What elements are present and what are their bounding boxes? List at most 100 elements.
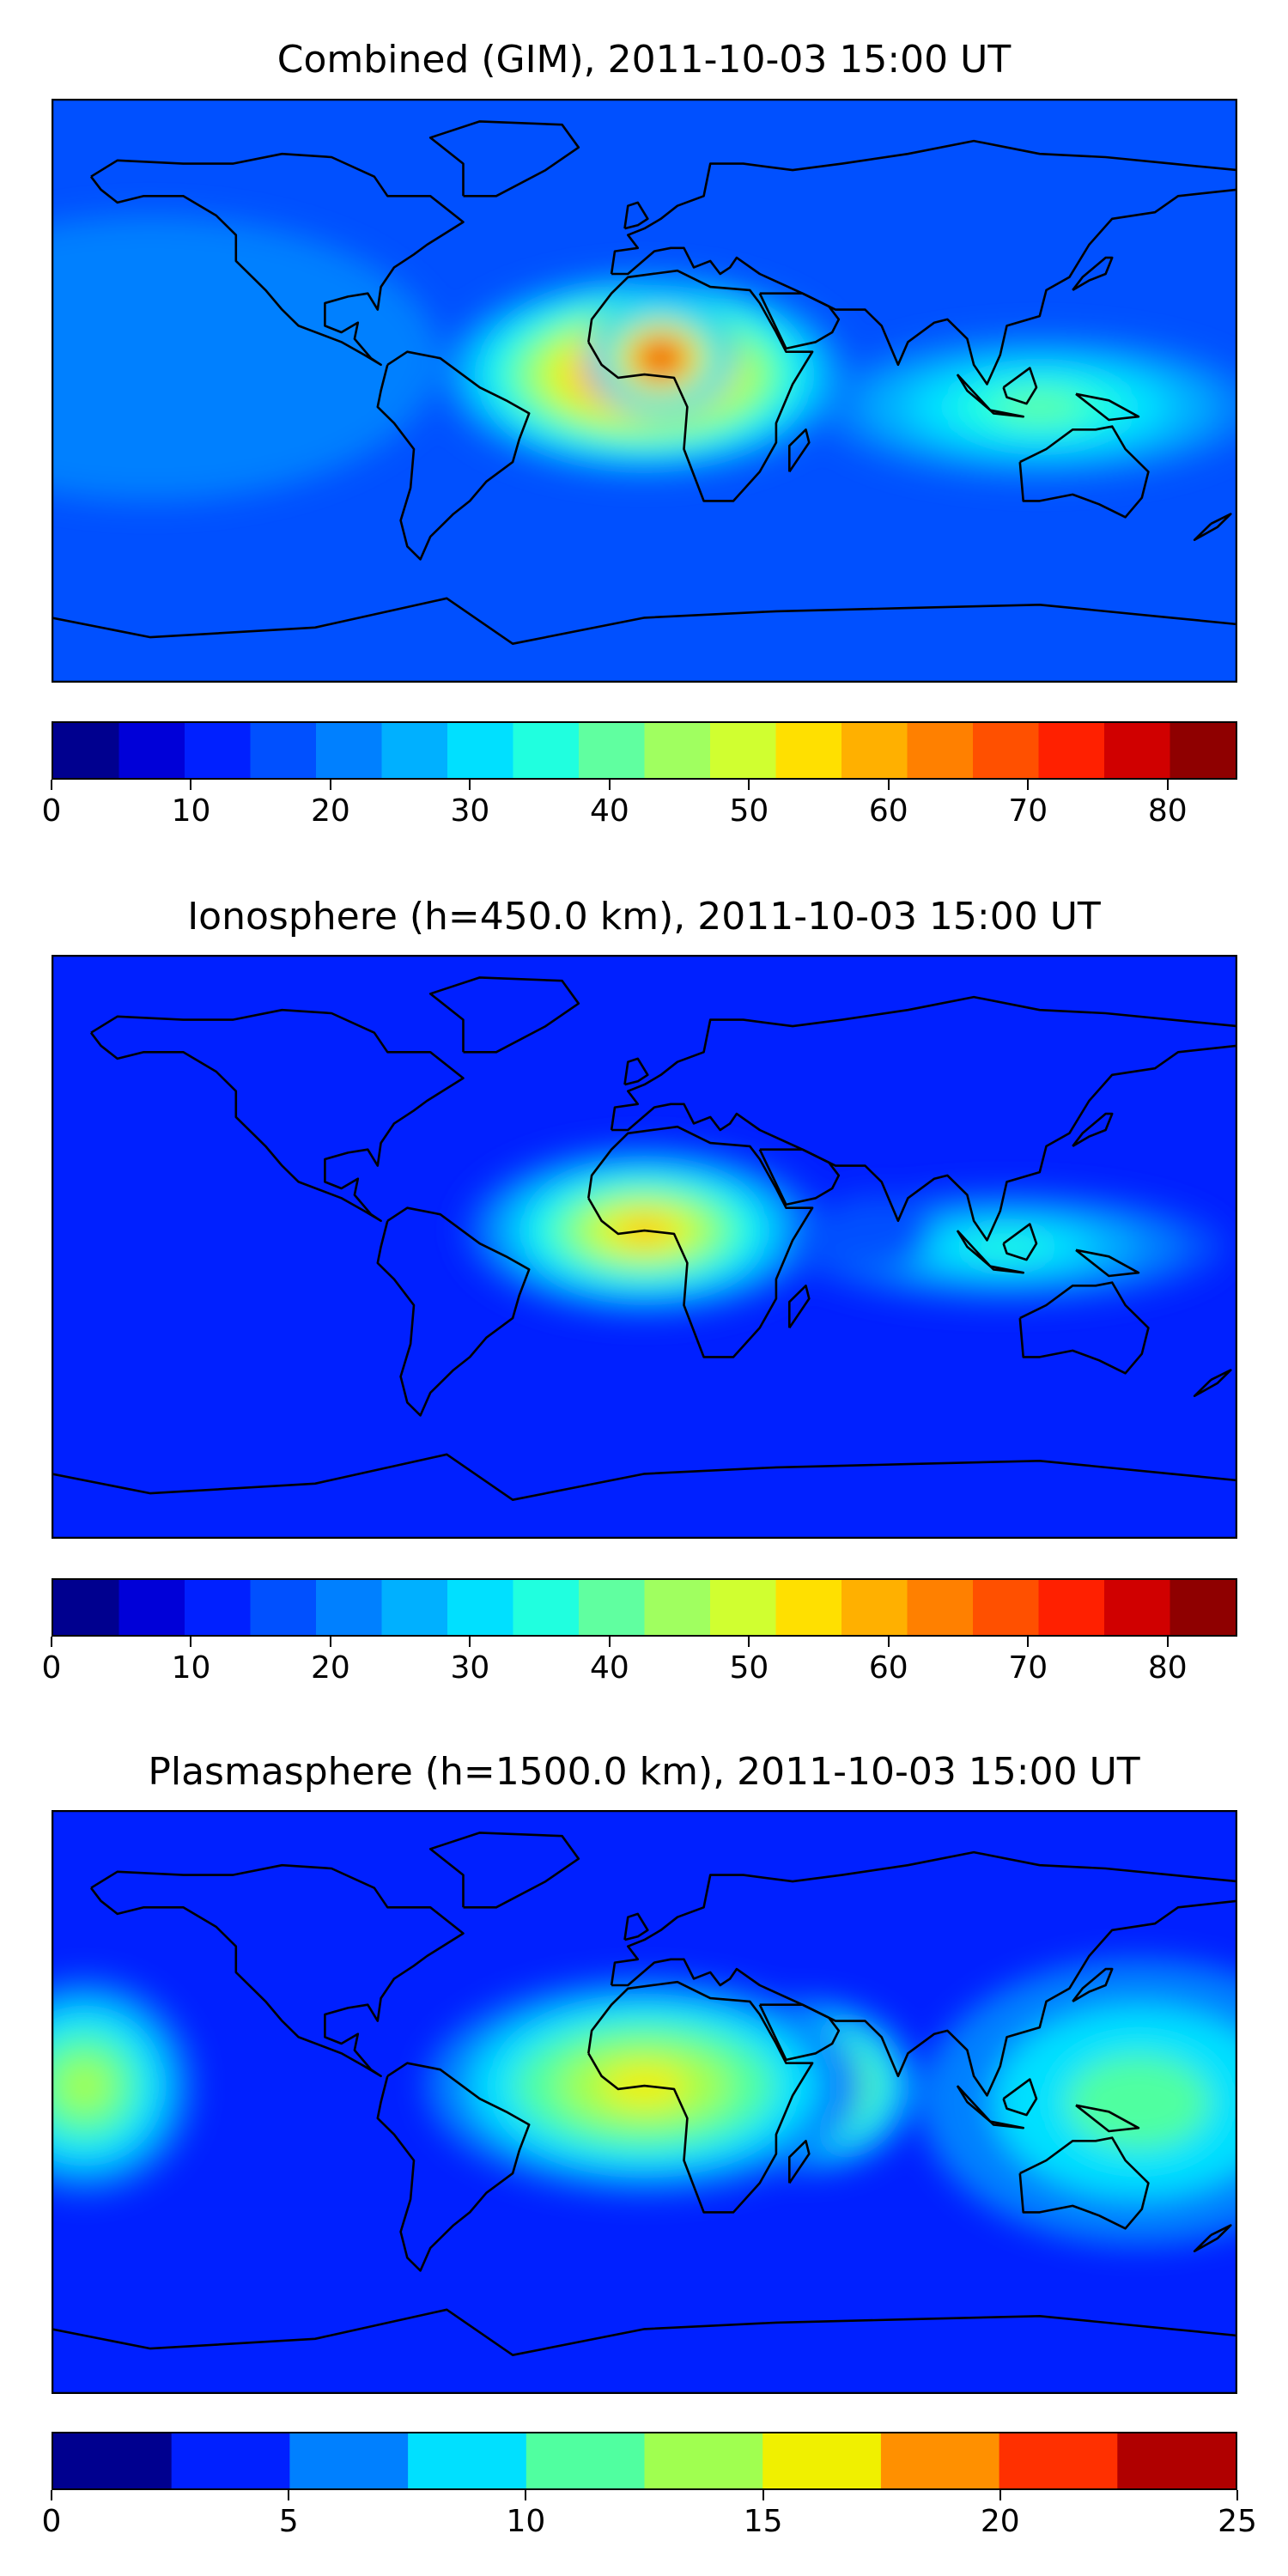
colorbar-swatch bbox=[53, 2433, 174, 2488]
colorbar-tick bbox=[329, 780, 331, 790]
colorbar-swatch bbox=[1038, 723, 1106, 778]
coastline bbox=[1002, 367, 1038, 405]
colorbar-swatch bbox=[53, 1580, 121, 1635]
colorbar-tick-label: 10 bbox=[171, 1650, 211, 1686]
coastline bbox=[610, 139, 1237, 386]
coastline bbox=[89, 152, 465, 367]
colorbar-swatch bbox=[118, 1580, 186, 1635]
colorbar-tick bbox=[51, 2490, 52, 2500]
field-contour bbox=[57, 2058, 112, 2113]
colorbar-tick-label: 30 bbox=[450, 1650, 490, 1686]
map-svg bbox=[52, 955, 1237, 1539]
coastline bbox=[623, 1912, 649, 1941]
colorbar-tick-label: 50 bbox=[729, 1650, 769, 1686]
colorbar-swatch bbox=[999, 2433, 1121, 2488]
coastline bbox=[1002, 1223, 1038, 1261]
colorbar-swatch bbox=[644, 2433, 765, 2488]
colorbar-tick-label: 80 bbox=[1147, 1650, 1188, 1686]
coastline bbox=[758, 292, 841, 350]
coastline bbox=[428, 1832, 580, 1909]
colorbar-swatch bbox=[1170, 1580, 1236, 1635]
coastline bbox=[1018, 1281, 1150, 1375]
field-contour bbox=[963, 1235, 1051, 1259]
colorbar bbox=[52, 721, 1237, 780]
coastline bbox=[52, 2308, 1237, 2356]
coastlines bbox=[52, 120, 1237, 645]
coastline bbox=[52, 1453, 1237, 1501]
coastline bbox=[1075, 1249, 1140, 1278]
colorbar-tick bbox=[51, 1637, 52, 1647]
colorbar-swatch bbox=[644, 723, 712, 778]
coastline bbox=[758, 1148, 841, 1206]
colorbar-tick-label: 5 bbox=[278, 2504, 299, 2539]
colorbar-tick-label: 0 bbox=[41, 1650, 62, 1686]
coastline bbox=[1002, 2078, 1038, 2117]
colorbar-tick-label: 40 bbox=[589, 793, 629, 829]
colorbar-tick-label: 0 bbox=[41, 793, 62, 829]
colorbar-tick bbox=[1166, 1637, 1169, 1647]
map-frame bbox=[52, 1810, 1237, 2394]
colorbar-tick-label: 70 bbox=[1008, 1650, 1048, 1686]
colorbar-swatch bbox=[579, 1580, 647, 1635]
colorbar-swatch bbox=[381, 1580, 449, 1635]
colorbar-swatch bbox=[841, 1580, 909, 1635]
combined-gim-map bbox=[52, 99, 1237, 683]
coastline bbox=[89, 1863, 465, 2078]
coastline bbox=[610, 995, 1237, 1242]
colorbar-tick-label: 20 bbox=[980, 2504, 1020, 2539]
colorbar-swatch bbox=[644, 1580, 712, 1635]
colorbar-svg bbox=[53, 723, 1236, 778]
colorbar-swatch bbox=[447, 723, 515, 778]
map-svg bbox=[52, 1810, 1237, 2394]
field-contour bbox=[52, 216, 440, 501]
colorbar-swatch bbox=[880, 2433, 1002, 2488]
colorbar-swatch bbox=[408, 2433, 529, 2488]
coastline bbox=[1193, 513, 1232, 542]
colorbar-swatch bbox=[185, 1580, 252, 1635]
colorbar-tick bbox=[608, 780, 611, 790]
colorbar-swatch bbox=[513, 723, 580, 778]
colorbar-swatch bbox=[973, 1580, 1041, 1635]
coastline bbox=[587, 1980, 814, 2214]
colorbar-tick bbox=[288, 2490, 290, 2500]
panel-title: Ionosphere (h=450.0 km), 2011-10-03 15:0… bbox=[187, 895, 1101, 939]
colorbar-tick-label: 40 bbox=[589, 1650, 629, 1686]
coastline bbox=[1072, 1967, 1114, 2003]
colorbar-tick-label: 60 bbox=[868, 1650, 908, 1686]
colorbar-tick-label: 20 bbox=[311, 1650, 350, 1686]
coastline bbox=[989, 2120, 1024, 2129]
colorbar-tick-label: 60 bbox=[868, 793, 908, 829]
colorbar-tick-label: 10 bbox=[171, 793, 211, 829]
colorbar-swatch bbox=[447, 1580, 515, 1635]
colorbar-tick bbox=[608, 1637, 611, 1647]
coastline bbox=[956, 374, 992, 411]
colorbar-swatch bbox=[316, 1580, 384, 1635]
colorbar-tick bbox=[1027, 1637, 1030, 1647]
colorbar-tick-label: 10 bbox=[506, 2504, 546, 2539]
colorbar-tick bbox=[469, 780, 471, 790]
colorbar-swatch bbox=[1117, 2433, 1236, 2488]
colorbar-tick bbox=[748, 780, 750, 790]
colorbar-tick bbox=[887, 780, 890, 790]
coastline bbox=[1075, 2104, 1140, 2133]
colorbar-swatch bbox=[907, 723, 975, 778]
coastline bbox=[610, 1850, 1237, 2097]
coastline bbox=[587, 1125, 814, 1358]
colorbar-tick-label: 30 bbox=[450, 793, 490, 829]
colorbar bbox=[52, 1578, 1237, 1637]
coastline bbox=[1075, 392, 1140, 422]
colorbar-tick-label: 25 bbox=[1218, 2504, 1257, 2539]
colorbar-tick bbox=[762, 2490, 764, 2500]
colorbar-swatch bbox=[710, 1580, 778, 1635]
colorbar-swatch bbox=[289, 2433, 410, 2488]
field-contour bbox=[655, 354, 666, 362]
colorbar-tick bbox=[51, 780, 52, 790]
field-contour bbox=[817, 1194, 933, 1267]
coastline bbox=[376, 2062, 531, 2272]
colorbar-tick bbox=[999, 2490, 1001, 2500]
colorbar-tick-label: 80 bbox=[1147, 793, 1188, 829]
coastline bbox=[89, 1008, 465, 1223]
coastline bbox=[758, 2003, 841, 2062]
coastline bbox=[788, 1285, 811, 1329]
coastline bbox=[376, 350, 531, 561]
